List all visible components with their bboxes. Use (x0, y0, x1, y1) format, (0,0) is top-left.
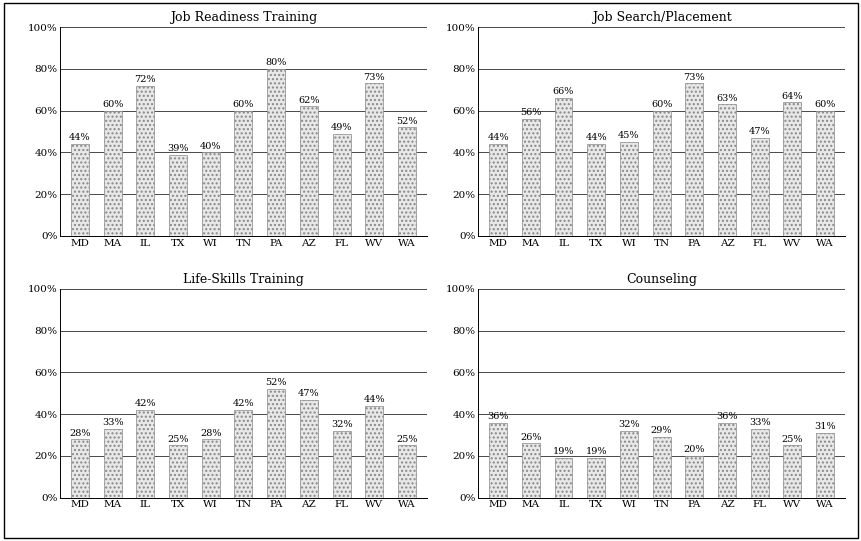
Bar (684, 83, 703, 236)
Text: 19%: 19% (585, 447, 606, 457)
Bar (71, 144, 89, 236)
Bar (103, 429, 121, 498)
Text: 44%: 44% (486, 134, 508, 142)
Bar (586, 144, 604, 236)
Title: Life-Skills Training: Life-Skills Training (183, 273, 304, 286)
Bar (267, 69, 285, 236)
Bar (619, 431, 637, 498)
Bar (783, 445, 801, 498)
Text: 31%: 31% (814, 423, 835, 431)
Text: 60%: 60% (232, 100, 254, 109)
Text: 45%: 45% (617, 131, 639, 140)
Bar (332, 431, 350, 498)
Bar (652, 437, 670, 498)
Bar (815, 110, 833, 236)
Text: 73%: 73% (363, 73, 385, 82)
Bar (71, 439, 89, 498)
Text: 29%: 29% (650, 426, 672, 436)
Text: 56%: 56% (519, 108, 541, 117)
Bar (136, 410, 154, 498)
Bar (488, 423, 506, 498)
Text: 80%: 80% (265, 58, 287, 67)
Text: 40%: 40% (200, 142, 221, 151)
Text: 47%: 47% (298, 389, 319, 398)
Text: 36%: 36% (715, 412, 737, 421)
Text: 62%: 62% (298, 96, 319, 105)
Title: Job Readiness Training: Job Readiness Training (170, 11, 317, 24)
Bar (365, 406, 383, 498)
Bar (750, 138, 768, 236)
Bar (717, 104, 735, 236)
Bar (619, 142, 637, 236)
Text: 73%: 73% (683, 73, 704, 82)
Bar (234, 410, 252, 498)
Bar (521, 444, 539, 498)
Text: 39%: 39% (167, 144, 189, 153)
Title: Counseling: Counseling (625, 273, 697, 286)
Bar (300, 399, 318, 498)
Bar (201, 153, 220, 236)
Bar (521, 119, 539, 236)
Text: 33%: 33% (102, 418, 123, 427)
Bar (267, 389, 285, 498)
Bar (169, 445, 187, 498)
Text: 25%: 25% (396, 435, 418, 444)
Text: 49%: 49% (331, 123, 352, 132)
Bar (136, 85, 154, 236)
Bar (103, 110, 121, 236)
Text: 20%: 20% (683, 445, 704, 454)
Text: 66%: 66% (552, 88, 573, 96)
Text: 64%: 64% (781, 91, 802, 101)
Bar (554, 98, 572, 236)
Bar (488, 144, 506, 236)
Text: 36%: 36% (486, 412, 508, 421)
Bar (652, 110, 670, 236)
Text: 32%: 32% (331, 420, 352, 429)
Bar (750, 429, 768, 498)
Text: 25%: 25% (781, 435, 802, 444)
Text: 44%: 44% (585, 134, 606, 142)
Text: 28%: 28% (200, 428, 221, 438)
Bar (554, 458, 572, 498)
Text: 42%: 42% (232, 399, 254, 408)
Bar (783, 102, 801, 236)
Bar (365, 83, 383, 236)
Bar (300, 107, 318, 236)
Bar (169, 155, 187, 236)
Bar (332, 134, 350, 236)
Text: 52%: 52% (265, 378, 287, 387)
Bar (717, 423, 735, 498)
Text: 60%: 60% (650, 100, 672, 109)
Bar (201, 439, 220, 498)
Text: 47%: 47% (748, 127, 770, 136)
Text: 19%: 19% (552, 447, 573, 457)
Bar (398, 127, 416, 236)
Bar (815, 433, 833, 498)
Bar (234, 110, 252, 236)
Bar (586, 458, 604, 498)
Text: 63%: 63% (715, 94, 737, 103)
Text: 32%: 32% (617, 420, 639, 429)
Text: 60%: 60% (102, 100, 123, 109)
Text: 44%: 44% (363, 395, 385, 404)
Text: 52%: 52% (396, 117, 418, 126)
Bar (398, 445, 416, 498)
Text: 26%: 26% (519, 433, 541, 441)
Text: 60%: 60% (814, 100, 835, 109)
Text: 72%: 72% (134, 75, 156, 84)
Text: 44%: 44% (69, 134, 90, 142)
Text: 33%: 33% (748, 418, 770, 427)
Text: 25%: 25% (167, 435, 189, 444)
Title: Job Search/Placement: Job Search/Placement (591, 11, 731, 24)
Text: 42%: 42% (134, 399, 156, 408)
Bar (684, 456, 703, 498)
Text: 28%: 28% (69, 428, 90, 438)
